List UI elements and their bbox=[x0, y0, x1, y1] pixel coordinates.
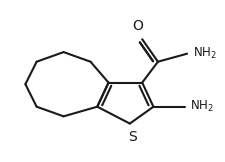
Text: NH$_2$: NH$_2$ bbox=[190, 99, 213, 114]
Text: O: O bbox=[132, 19, 142, 33]
Text: NH$_2$: NH$_2$ bbox=[192, 46, 216, 61]
Text: S: S bbox=[127, 130, 136, 144]
